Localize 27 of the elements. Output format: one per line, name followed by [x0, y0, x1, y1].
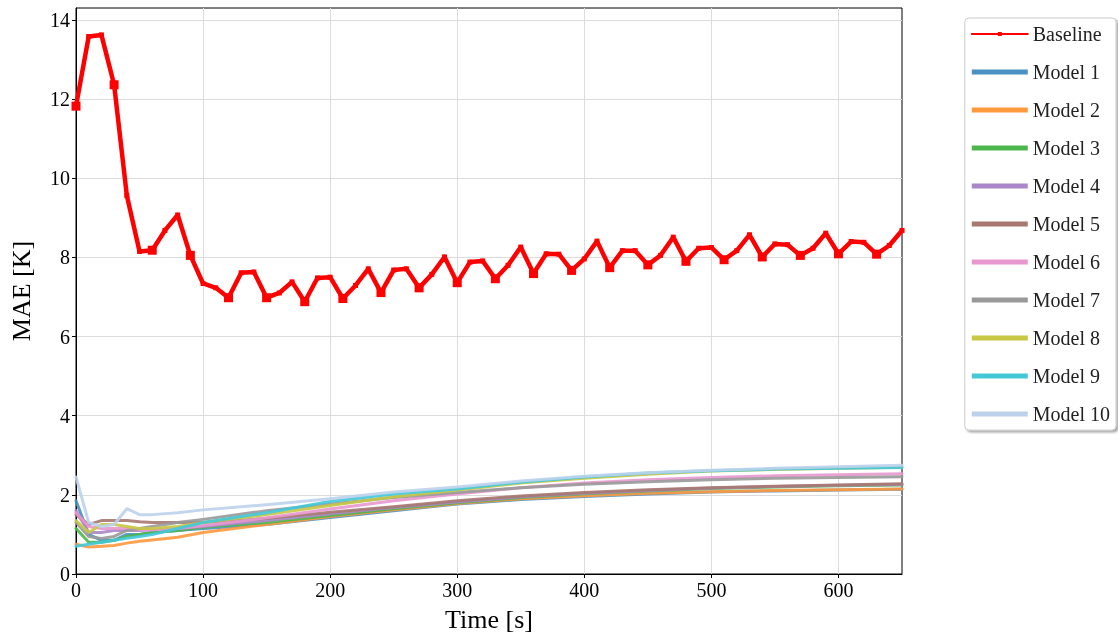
- y-tick-label: 12: [50, 88, 70, 111]
- legend-label: Model 2: [1032, 99, 1100, 121]
- legend-label: Model 4: [1032, 175, 1100, 197]
- legend-label: Model 9: [1032, 365, 1100, 387]
- x-tick-label: 100: [188, 579, 219, 601]
- y-axis-title: MAE [K]: [6, 240, 36, 342]
- legend-label: Baseline: [1032, 23, 1102, 45]
- legend-label: Model 8: [1032, 327, 1100, 349]
- y-tick-label: 14: [50, 8, 70, 31]
- legend-label: Model 10: [1032, 403, 1110, 425]
- legend-label: Model 7: [1032, 289, 1100, 311]
- legend-label: Model 3: [1032, 137, 1100, 159]
- x-tick-label: 500: [696, 579, 727, 601]
- legend-label: Model 1: [1032, 61, 1100, 83]
- legend-label: Model 5: [1032, 213, 1100, 235]
- y-tick-label: 10: [50, 167, 70, 190]
- x-tick-label: 400: [569, 579, 600, 601]
- x-axis-title: Time [s]: [445, 604, 533, 634]
- legend-label: Model 6: [1032, 251, 1100, 273]
- x-tick-label: 200: [315, 579, 346, 601]
- y-tick-label: 6: [60, 325, 70, 348]
- y-tick-label: 0: [60, 563, 70, 585]
- x-tick-label: 300: [442, 579, 473, 601]
- x-tick-label: 600: [823, 579, 854, 601]
- y-tick-label: 4: [60, 404, 70, 427]
- y-tick-label: 8: [60, 246, 70, 269]
- y-tick-label: 2: [60, 483, 70, 506]
